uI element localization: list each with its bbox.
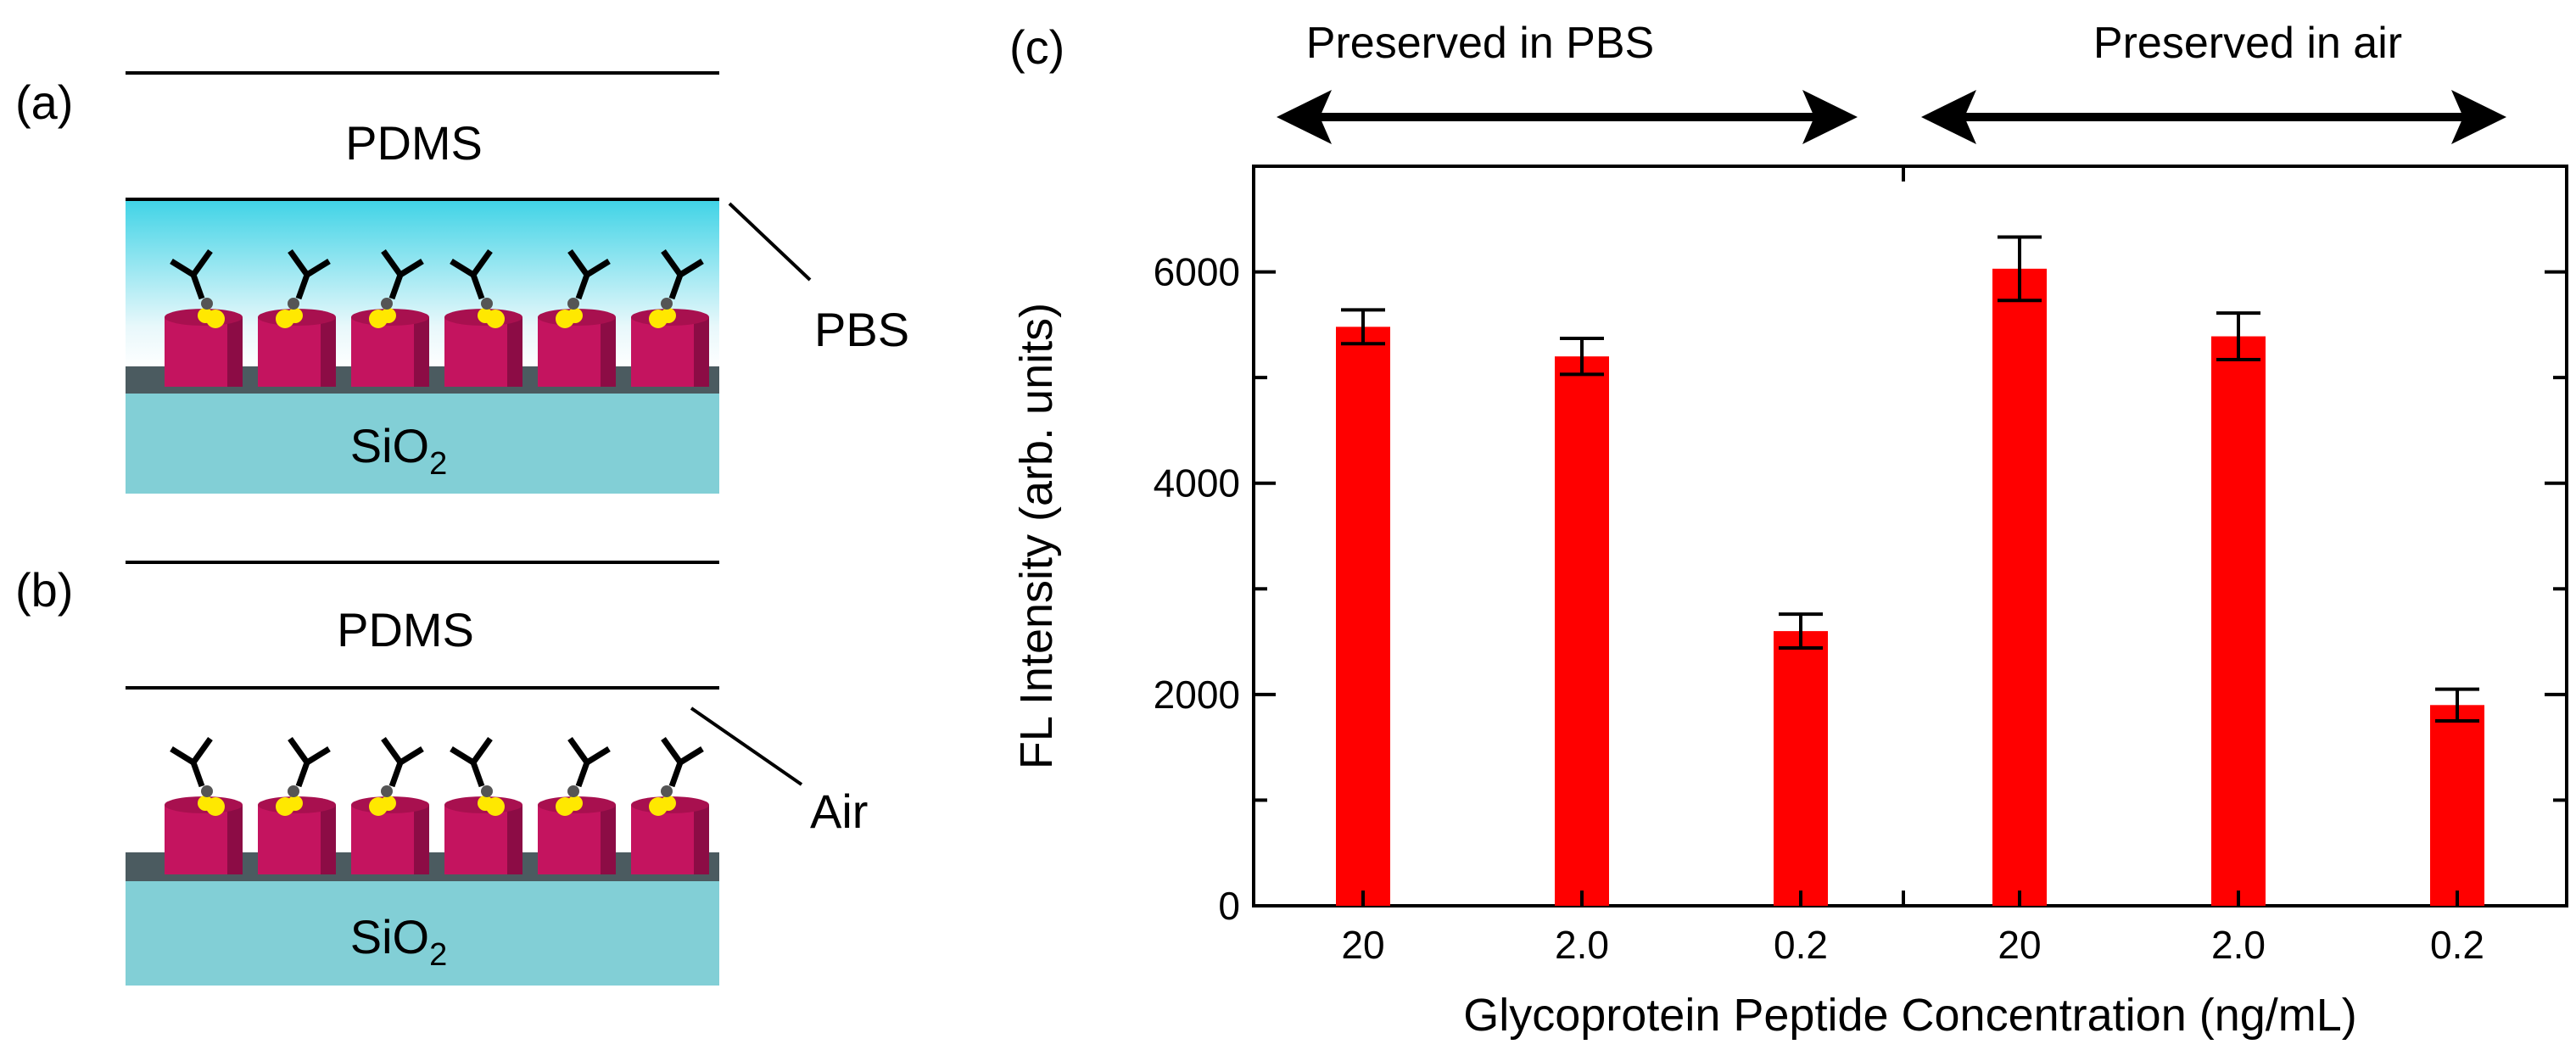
group-label-pbs: Preserved in PBS bbox=[1306, 19, 1654, 68]
y-axis-label: FL Intensity (arb. units) bbox=[1011, 303, 1062, 769]
error-bar bbox=[1779, 612, 1823, 651]
sio2-substrate bbox=[126, 394, 719, 494]
y-tick-label: 2000 bbox=[1154, 673, 1240, 717]
antibody-icon bbox=[369, 248, 424, 328]
antibody-icon bbox=[170, 248, 225, 328]
nanopillar bbox=[258, 248, 336, 387]
error-bar bbox=[1341, 308, 1385, 346]
antibody-icon bbox=[649, 248, 704, 328]
bar bbox=[1336, 327, 1390, 906]
sio2-substrate bbox=[126, 881, 719, 986]
panel-c: (c) Preserved in PBS Preserved in air FL… bbox=[1009, 19, 2568, 1041]
chart-marks: 0 2000 4000 6000 20 2.0 0.2 20 2.0 0.2 bbox=[1154, 165, 2567, 967]
antibody-icon bbox=[556, 248, 611, 328]
antibody-icon bbox=[276, 248, 331, 328]
nanopillar bbox=[538, 248, 616, 387]
nanopillar bbox=[538, 736, 616, 874]
x-tick-label: 20 bbox=[1998, 923, 2041, 967]
y-tick-label: 0 bbox=[1218, 884, 1240, 928]
nanopillar bbox=[165, 736, 243, 874]
nanopillar bbox=[258, 736, 336, 874]
panel-a-label: (a) bbox=[15, 75, 73, 129]
bar bbox=[1992, 268, 2047, 906]
error-bar bbox=[2216, 311, 2260, 361]
y-tick-label: 6000 bbox=[1154, 250, 1240, 294]
antibody-icon bbox=[170, 736, 225, 816]
x-tick-label: 2.0 bbox=[1555, 923, 1609, 967]
x-tick-label: 20 bbox=[1341, 923, 1384, 967]
pillar-array bbox=[165, 736, 709, 874]
pbs-pointer bbox=[728, 202, 812, 282]
error-bar bbox=[1998, 235, 2042, 303]
antibody-icon bbox=[649, 736, 704, 816]
plot-frame bbox=[1252, 165, 2568, 907]
bar bbox=[2211, 336, 2266, 906]
pillar-array bbox=[165, 248, 709, 387]
pdms-label: PDMS bbox=[345, 116, 483, 170]
nanopillar bbox=[444, 736, 522, 874]
y-tick-label: 4000 bbox=[1154, 461, 1240, 505]
error-bar bbox=[1560, 337, 1604, 377]
bar bbox=[2430, 705, 2484, 906]
nanopillar bbox=[351, 736, 429, 874]
antibody-icon bbox=[369, 736, 424, 816]
bar bbox=[1555, 356, 1609, 906]
panel-c-label: (c) bbox=[1009, 20, 1064, 74]
double-arrow-pbs bbox=[1277, 90, 1858, 144]
antibody-icon bbox=[276, 736, 331, 816]
air-pointer bbox=[690, 706, 803, 786]
nanopillar bbox=[165, 248, 243, 387]
x-axis-label: Glycoprotein Peptide Concentration (ng/m… bbox=[1463, 990, 2357, 1041]
panel-a: (a) PDMS SiO2 PBS bbox=[15, 71, 909, 494]
nanopillar bbox=[631, 248, 709, 387]
panel-b-label: (b) bbox=[15, 563, 73, 617]
sio2-label: SiO2 bbox=[350, 910, 448, 973]
x-tick-label: 0.2 bbox=[2430, 923, 2484, 967]
error-bar bbox=[2435, 687, 2479, 723]
nanopillar bbox=[351, 248, 429, 387]
nanopillar bbox=[631, 736, 709, 874]
sio2-label: SiO2 bbox=[350, 419, 448, 482]
air-label: Air bbox=[810, 785, 868, 838]
antibody-icon bbox=[450, 248, 505, 328]
bar bbox=[1774, 631, 1828, 906]
group-label-air: Preserved in air bbox=[2093, 19, 2402, 68]
double-arrow-air bbox=[1921, 90, 2506, 144]
nanopillar bbox=[444, 248, 522, 387]
pbs-label: PBS bbox=[814, 303, 909, 356]
x-tick-label: 2.0 bbox=[2211, 923, 2266, 967]
pdms-label: PDMS bbox=[337, 603, 474, 656]
antibody-icon bbox=[450, 736, 505, 816]
panel-b: (b) PDMS SiO2 Air bbox=[15, 561, 868, 986]
x-tick-label: 0.2 bbox=[1774, 923, 1828, 967]
antibody-icon bbox=[556, 736, 611, 816]
